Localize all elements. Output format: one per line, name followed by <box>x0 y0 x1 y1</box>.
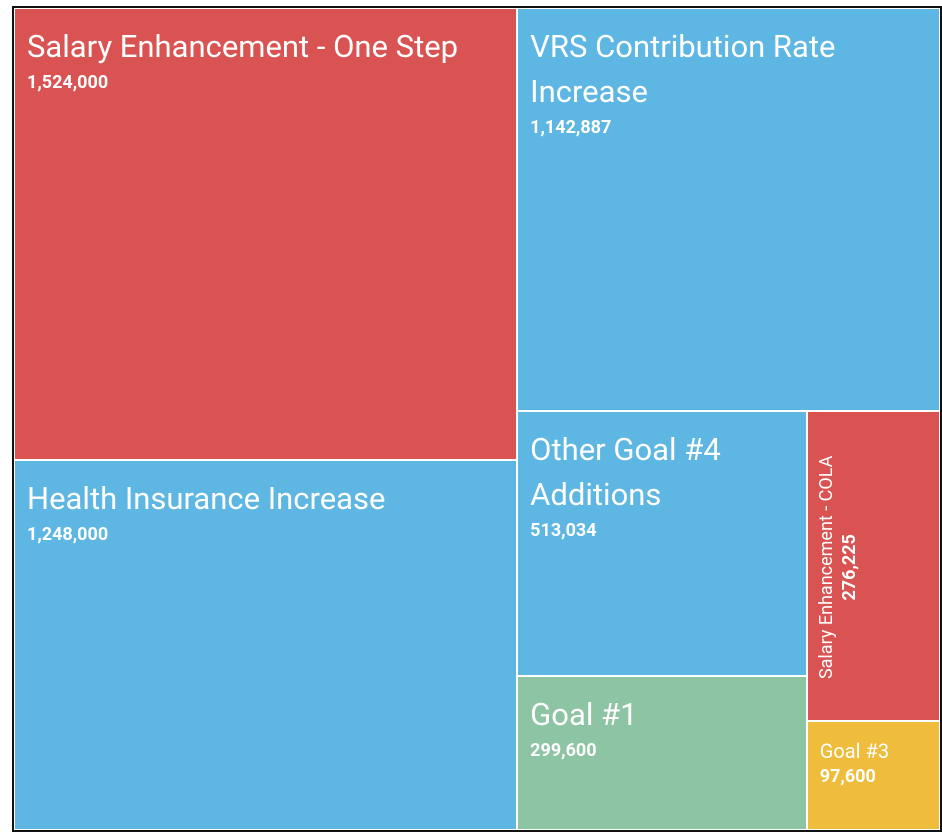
cell-label: Salary Enhancement - COLA <box>815 455 837 679</box>
treemap: Salary Enhancement - One Step 1,524,000 VR… <box>12 6 942 832</box>
treemap-cell: Other Goal #4 Additions 513,034 <box>517 411 807 676</box>
cell-text: VRS Contribution Rate Increase 1,142,887 <box>518 9 939 154</box>
treemap-cell: VRS Contribution Rate Increase 1,142,887 <box>517 8 940 412</box>
treemap-cell: Health Insurance Increase 1,248,000 <box>14 459 518 830</box>
cell-value: 1,248,000 <box>27 523 109 545</box>
cell-text: Health Insurance Increase 1,248,000 <box>15 461 516 561</box>
cell-label: VRS Contribution Rate Increase <box>530 28 836 110</box>
cell-label: Other Goal #4 Additions <box>530 431 721 514</box>
cell-value: 513,034 <box>530 520 597 542</box>
cell-text: Salary Enhancement - One Step 1,524,000 <box>15 9 516 109</box>
cell-label: Goal #3 <box>819 738 890 763</box>
cell-text: Goal #1 299,600 <box>518 677 806 777</box>
treemap-cell: Goal #3 97,600 <box>806 720 940 830</box>
cell-label: Salary Enhancement - One Step <box>27 28 459 65</box>
cell-value: 97,600 <box>819 765 876 787</box>
cell-text: Other Goal #4 Additions 513,034 <box>518 412 806 557</box>
cell-text: Salary Enhancement - COLA 276,225 <box>808 412 939 719</box>
cell-label: Goal #1 <box>530 695 638 733</box>
cell-value: 276,225 <box>838 533 860 601</box>
cell-value: 1,142,887 <box>530 116 612 138</box>
treemap-cell: Salary Enhancement - One Step 1,524,000 <box>14 8 518 460</box>
cell-value: 1,524,000 <box>27 71 109 93</box>
treemap-cell: Salary Enhancement - COLA 276,225 <box>806 411 940 721</box>
treemap-cell: Goal #1 299,600 <box>517 675 807 830</box>
cell-text: Goal #3 97,600 <box>808 722 939 803</box>
cell-label: Health Insurance Increase <box>27 479 386 517</box>
cell-value: 299,600 <box>530 739 597 761</box>
